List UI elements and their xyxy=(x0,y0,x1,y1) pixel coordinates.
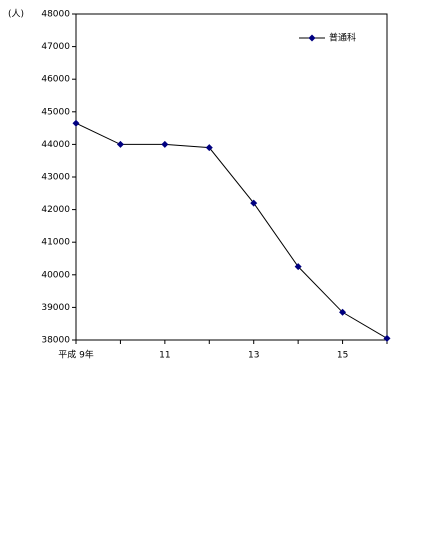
y-tick-label: 48000 xyxy=(41,10,70,20)
y-tick-label: 43000 xyxy=(41,173,70,183)
series-line xyxy=(75,122,388,339)
x-tick-label: 平成 9年 xyxy=(58,349,94,361)
data-point xyxy=(72,119,80,127)
data-point xyxy=(383,334,391,342)
y-unit: (人) xyxy=(8,9,24,20)
legend-marker xyxy=(308,34,316,42)
legend-label: 普通科 xyxy=(329,32,356,44)
y-tick-label: 47000 xyxy=(41,42,70,52)
y-tick-label: 38000 xyxy=(41,336,70,346)
y-tick-label: 40000 xyxy=(41,270,70,280)
data-point xyxy=(205,144,213,152)
y-tick-label: 45000 xyxy=(41,107,70,117)
data-point xyxy=(250,199,258,207)
y-tick-label: 42000 xyxy=(41,205,70,215)
y-tick-label: 39000 xyxy=(41,303,70,313)
x-tick-label: 13 xyxy=(248,351,259,361)
x-tick-label: 11 xyxy=(159,351,170,361)
data-point xyxy=(339,308,347,316)
x-tick-label: 15 xyxy=(337,351,348,361)
y-tick-label: 44000 xyxy=(41,140,70,150)
data-point xyxy=(294,263,302,271)
y-tick-label: 46000 xyxy=(41,75,70,85)
y-tick-label: 41000 xyxy=(41,238,70,248)
data-point xyxy=(161,140,169,148)
plot-area xyxy=(75,13,388,341)
data-point xyxy=(116,140,124,148)
